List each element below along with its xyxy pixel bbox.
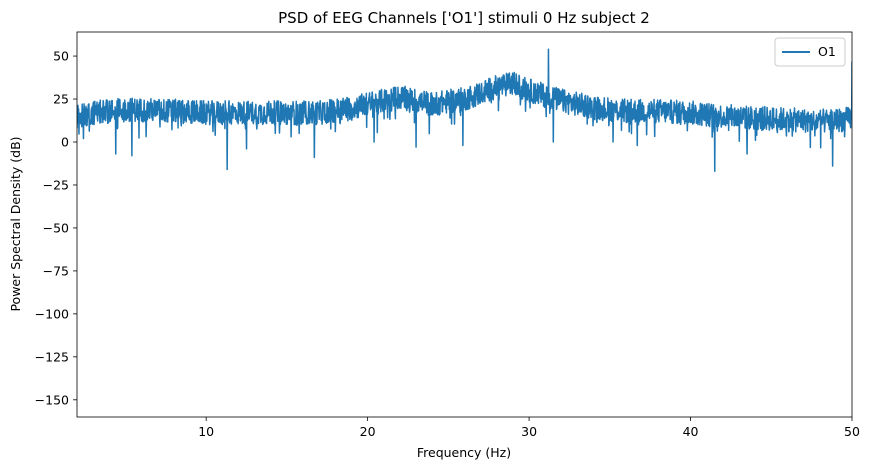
plot-area (76, 31, 853, 418)
y-tick-label: −100 (35, 306, 69, 321)
chart-title: PSD of EEG Channels ['O1'] stimuli 0 Hz … (278, 9, 650, 27)
x-tick-label: 50 (844, 424, 860, 439)
x-tick-label: 10 (198, 424, 214, 439)
y-tick-label: 25 (53, 92, 69, 107)
y-tick-label: −125 (35, 349, 69, 364)
plot-frame (76, 31, 853, 418)
y-tick-label: 50 (53, 49, 69, 64)
legend-label-o1: O1 (818, 44, 836, 59)
x-tick-label: 30 (521, 424, 537, 439)
series-line-o1 (77, 48, 852, 172)
y-tick-label: −50 (43, 220, 69, 235)
x-axis: 10 20 30 40 50 (198, 417, 860, 439)
y-tick-label: −25 (43, 177, 69, 192)
y-axis: 50 25 0 −25 −50 −75 −100 −125 −150 (35, 49, 77, 407)
x-tick-label: 20 (360, 424, 376, 439)
series-group (77, 48, 852, 172)
y-tick-label: −75 (43, 263, 69, 278)
x-axis-label: Frequency (Hz) (417, 445, 511, 460)
legend: O1 (774, 37, 846, 67)
x-tick-label: 40 (683, 424, 699, 439)
y-tick-label: −150 (35, 392, 69, 407)
y-tick-label: 0 (61, 135, 69, 150)
y-axis-label: Power Spectral Density (dB) (8, 136, 23, 311)
